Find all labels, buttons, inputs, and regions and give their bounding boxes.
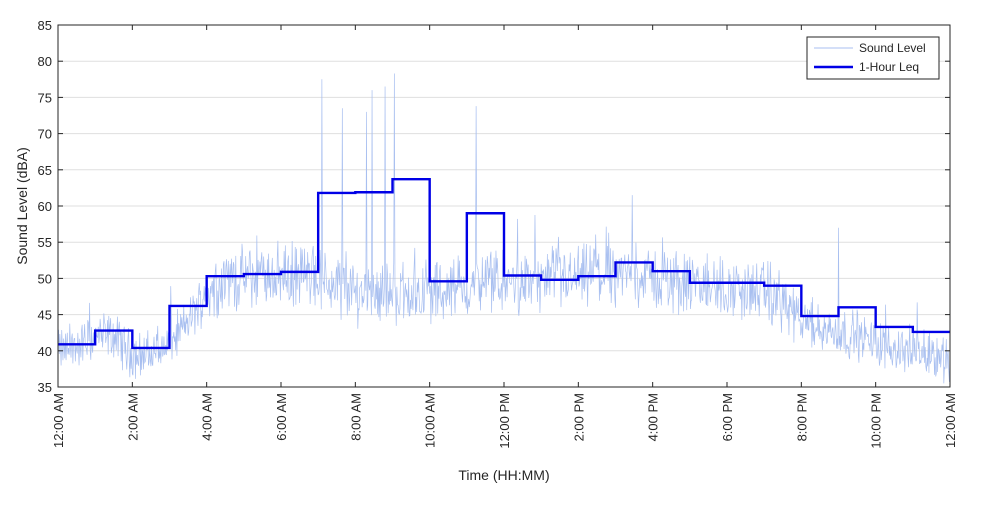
x-tick-label: 2:00 PM [571,393,586,441]
x-tick-label: 6:00 AM [274,393,289,441]
y-tick-label: 35 [38,380,52,395]
leq-series [58,178,950,350]
x-tick-label: 6:00 PM [720,393,735,441]
x-axis-title: Time (HH:MM) [458,467,549,483]
y-tick-label: 60 [38,199,52,214]
y-tick-label: 50 [38,271,52,286]
legend: Sound Level 1-Hour Leq [806,36,940,80]
leq-step-line [58,178,950,350]
x-tick-label: 12:00 PM [497,393,512,449]
y-tick-label: 40 [38,344,52,359]
x-tick-label: 8:00 PM [794,393,809,441]
x-tick-label: 4:00 AM [200,393,215,441]
x-tick-label: 12:00 AM [51,393,66,448]
x-tick-label: 10:00 AM [423,393,438,448]
y-tick-label: 80 [38,54,52,69]
legend-box [806,36,940,80]
x-tick-label: 12:00 AM [943,393,958,448]
legend-label-sound-level: Sound Level [859,41,926,55]
y-tick-label: 55 [38,235,52,250]
legend-label-leq: 1-Hour Leq [859,60,919,74]
axis-ticks [57,24,951,388]
y-tick-label: 85 [38,18,52,33]
x-tick-label: 10:00 PM [869,393,884,449]
y-tick-label: 65 [38,163,52,178]
x-tick-labels: 12:00 AM 2:00 AM 4:00 AM 6:00 AM 8:00 AM 10:0… [51,393,958,449]
x-tick-label: 8:00 AM [348,393,363,441]
x-tick-label: 2:00 AM [125,393,140,441]
y-tick-label: 75 [38,90,52,105]
y-axis-title: Sound Level (dBA) [14,147,30,265]
y-tick-label: 45 [38,308,52,323]
y-tick-labels: 35 40 45 50 55 60 65 70 75 80 85 [38,18,52,395]
x-tick-label: 4:00 PM [646,393,661,441]
y-tick-label: 70 [38,127,52,142]
